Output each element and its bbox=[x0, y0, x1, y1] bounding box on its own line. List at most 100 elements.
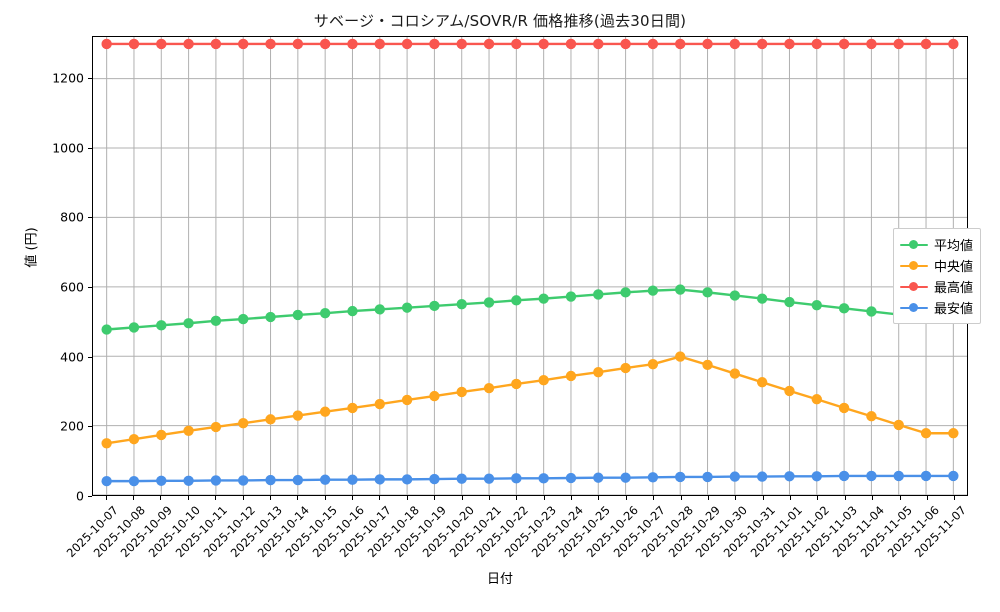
data-point[interactable] bbox=[101, 438, 112, 449]
data-point[interactable] bbox=[347, 474, 358, 485]
data-point[interactable] bbox=[729, 290, 741, 301]
data-point[interactable] bbox=[429, 38, 440, 50]
data-point[interactable] bbox=[374, 474, 385, 485]
data-point[interactable] bbox=[265, 311, 276, 323]
data-point[interactable] bbox=[156, 475, 167, 486]
data-point[interactable] bbox=[292, 309, 304, 321]
data-point[interactable] bbox=[593, 472, 604, 483]
data-point[interactable] bbox=[401, 38, 413, 50]
legend-item-1[interactable]: 平均値 bbox=[900, 234, 973, 255]
data-point[interactable] bbox=[838, 303, 850, 314]
data-point[interactable] bbox=[319, 308, 331, 319]
data-point[interactable] bbox=[456, 38, 467, 50]
data-point[interactable] bbox=[784, 38, 795, 50]
data-point[interactable] bbox=[702, 38, 713, 50]
data-point[interactable] bbox=[811, 471, 822, 482]
data-point[interactable] bbox=[647, 38, 659, 50]
data-point[interactable] bbox=[347, 402, 358, 414]
data-point[interactable] bbox=[374, 38, 385, 50]
data-point[interactable] bbox=[429, 390, 440, 402]
data-point[interactable] bbox=[183, 38, 194, 50]
data-point[interactable] bbox=[565, 38, 577, 50]
data-point[interactable] bbox=[893, 419, 904, 431]
data-point[interactable] bbox=[401, 474, 413, 485]
data-point[interactable] bbox=[675, 38, 686, 50]
data-point[interactable] bbox=[456, 473, 467, 484]
data-point[interactable] bbox=[347, 305, 358, 317]
data-point[interactable] bbox=[538, 293, 549, 304]
data-point[interactable] bbox=[811, 38, 822, 50]
data-point[interactable] bbox=[483, 382, 495, 394]
data-point[interactable] bbox=[620, 38, 631, 50]
data-point[interactable] bbox=[948, 470, 959, 482]
data-point[interactable] bbox=[675, 351, 686, 362]
data-point[interactable] bbox=[265, 38, 276, 50]
data-point[interactable] bbox=[429, 300, 440, 312]
data-point[interactable] bbox=[128, 38, 140, 50]
data-point[interactable] bbox=[866, 411, 877, 422]
data-point[interactable] bbox=[756, 471, 768, 482]
data-point[interactable] bbox=[620, 472, 631, 483]
data-point[interactable] bbox=[866, 306, 877, 317]
data-point[interactable] bbox=[210, 421, 222, 433]
data-point[interactable] bbox=[156, 320, 167, 331]
data-point[interactable] bbox=[511, 38, 522, 50]
data-point[interactable] bbox=[128, 475, 140, 487]
data-point[interactable] bbox=[893, 470, 904, 482]
data-point[interactable] bbox=[756, 293, 768, 304]
data-point[interactable] bbox=[920, 428, 932, 439]
data-point[interactable] bbox=[292, 474, 304, 486]
data-point[interactable] bbox=[483, 297, 495, 308]
data-point[interactable] bbox=[183, 318, 194, 329]
data-point[interactable] bbox=[483, 38, 495, 50]
data-point[interactable] bbox=[511, 295, 522, 306]
data-point[interactable] bbox=[893, 38, 904, 50]
data-point[interactable] bbox=[565, 291, 577, 302]
data-point[interactable] bbox=[210, 38, 222, 50]
data-point[interactable] bbox=[511, 378, 522, 390]
legend-item-3[interactable]: 最高値 bbox=[900, 276, 973, 297]
data-point[interactable] bbox=[702, 287, 713, 298]
data-point[interactable] bbox=[292, 38, 304, 50]
data-point[interactable] bbox=[675, 471, 686, 483]
data-point[interactable] bbox=[756, 38, 768, 50]
data-point[interactable] bbox=[593, 38, 604, 50]
data-point[interactable] bbox=[265, 414, 276, 425]
data-point[interactable] bbox=[838, 470, 850, 482]
data-point[interactable] bbox=[838, 38, 850, 50]
data-point[interactable] bbox=[784, 471, 795, 482]
data-point[interactable] bbox=[647, 359, 659, 370]
data-point[interactable] bbox=[319, 474, 331, 485]
data-point[interactable] bbox=[593, 289, 604, 300]
data-point[interactable] bbox=[183, 475, 194, 486]
data-point[interactable] bbox=[292, 410, 304, 421]
data-point[interactable] bbox=[620, 287, 631, 298]
data-point[interactable] bbox=[101, 324, 112, 335]
data-point[interactable] bbox=[756, 377, 768, 388]
data-point[interactable] bbox=[866, 38, 877, 50]
data-point[interactable] bbox=[483, 473, 495, 484]
data-point[interactable] bbox=[948, 428, 959, 439]
data-point[interactable] bbox=[210, 315, 222, 326]
data-point[interactable] bbox=[729, 368, 741, 379]
data-point[interactable] bbox=[319, 38, 331, 50]
data-point[interactable] bbox=[784, 385, 795, 397]
data-point[interactable] bbox=[238, 313, 249, 325]
data-point[interactable] bbox=[948, 38, 959, 50]
data-point[interactable] bbox=[538, 374, 549, 386]
data-point[interactable] bbox=[156, 38, 167, 50]
data-point[interactable] bbox=[401, 394, 413, 406]
data-point[interactable] bbox=[811, 300, 822, 311]
data-point[interactable] bbox=[866, 470, 877, 482]
data-point[interactable] bbox=[183, 425, 194, 436]
data-point[interactable] bbox=[238, 38, 249, 50]
data-point[interactable] bbox=[838, 402, 850, 414]
data-point[interactable] bbox=[238, 417, 249, 429]
data-point[interactable] bbox=[702, 359, 713, 371]
data-point[interactable] bbox=[647, 472, 659, 483]
data-point[interactable] bbox=[319, 406, 331, 417]
data-point[interactable] bbox=[565, 472, 577, 484]
data-point[interactable] bbox=[920, 38, 932, 50]
data-point[interactable] bbox=[128, 322, 140, 333]
data-point[interactable] bbox=[647, 285, 659, 296]
